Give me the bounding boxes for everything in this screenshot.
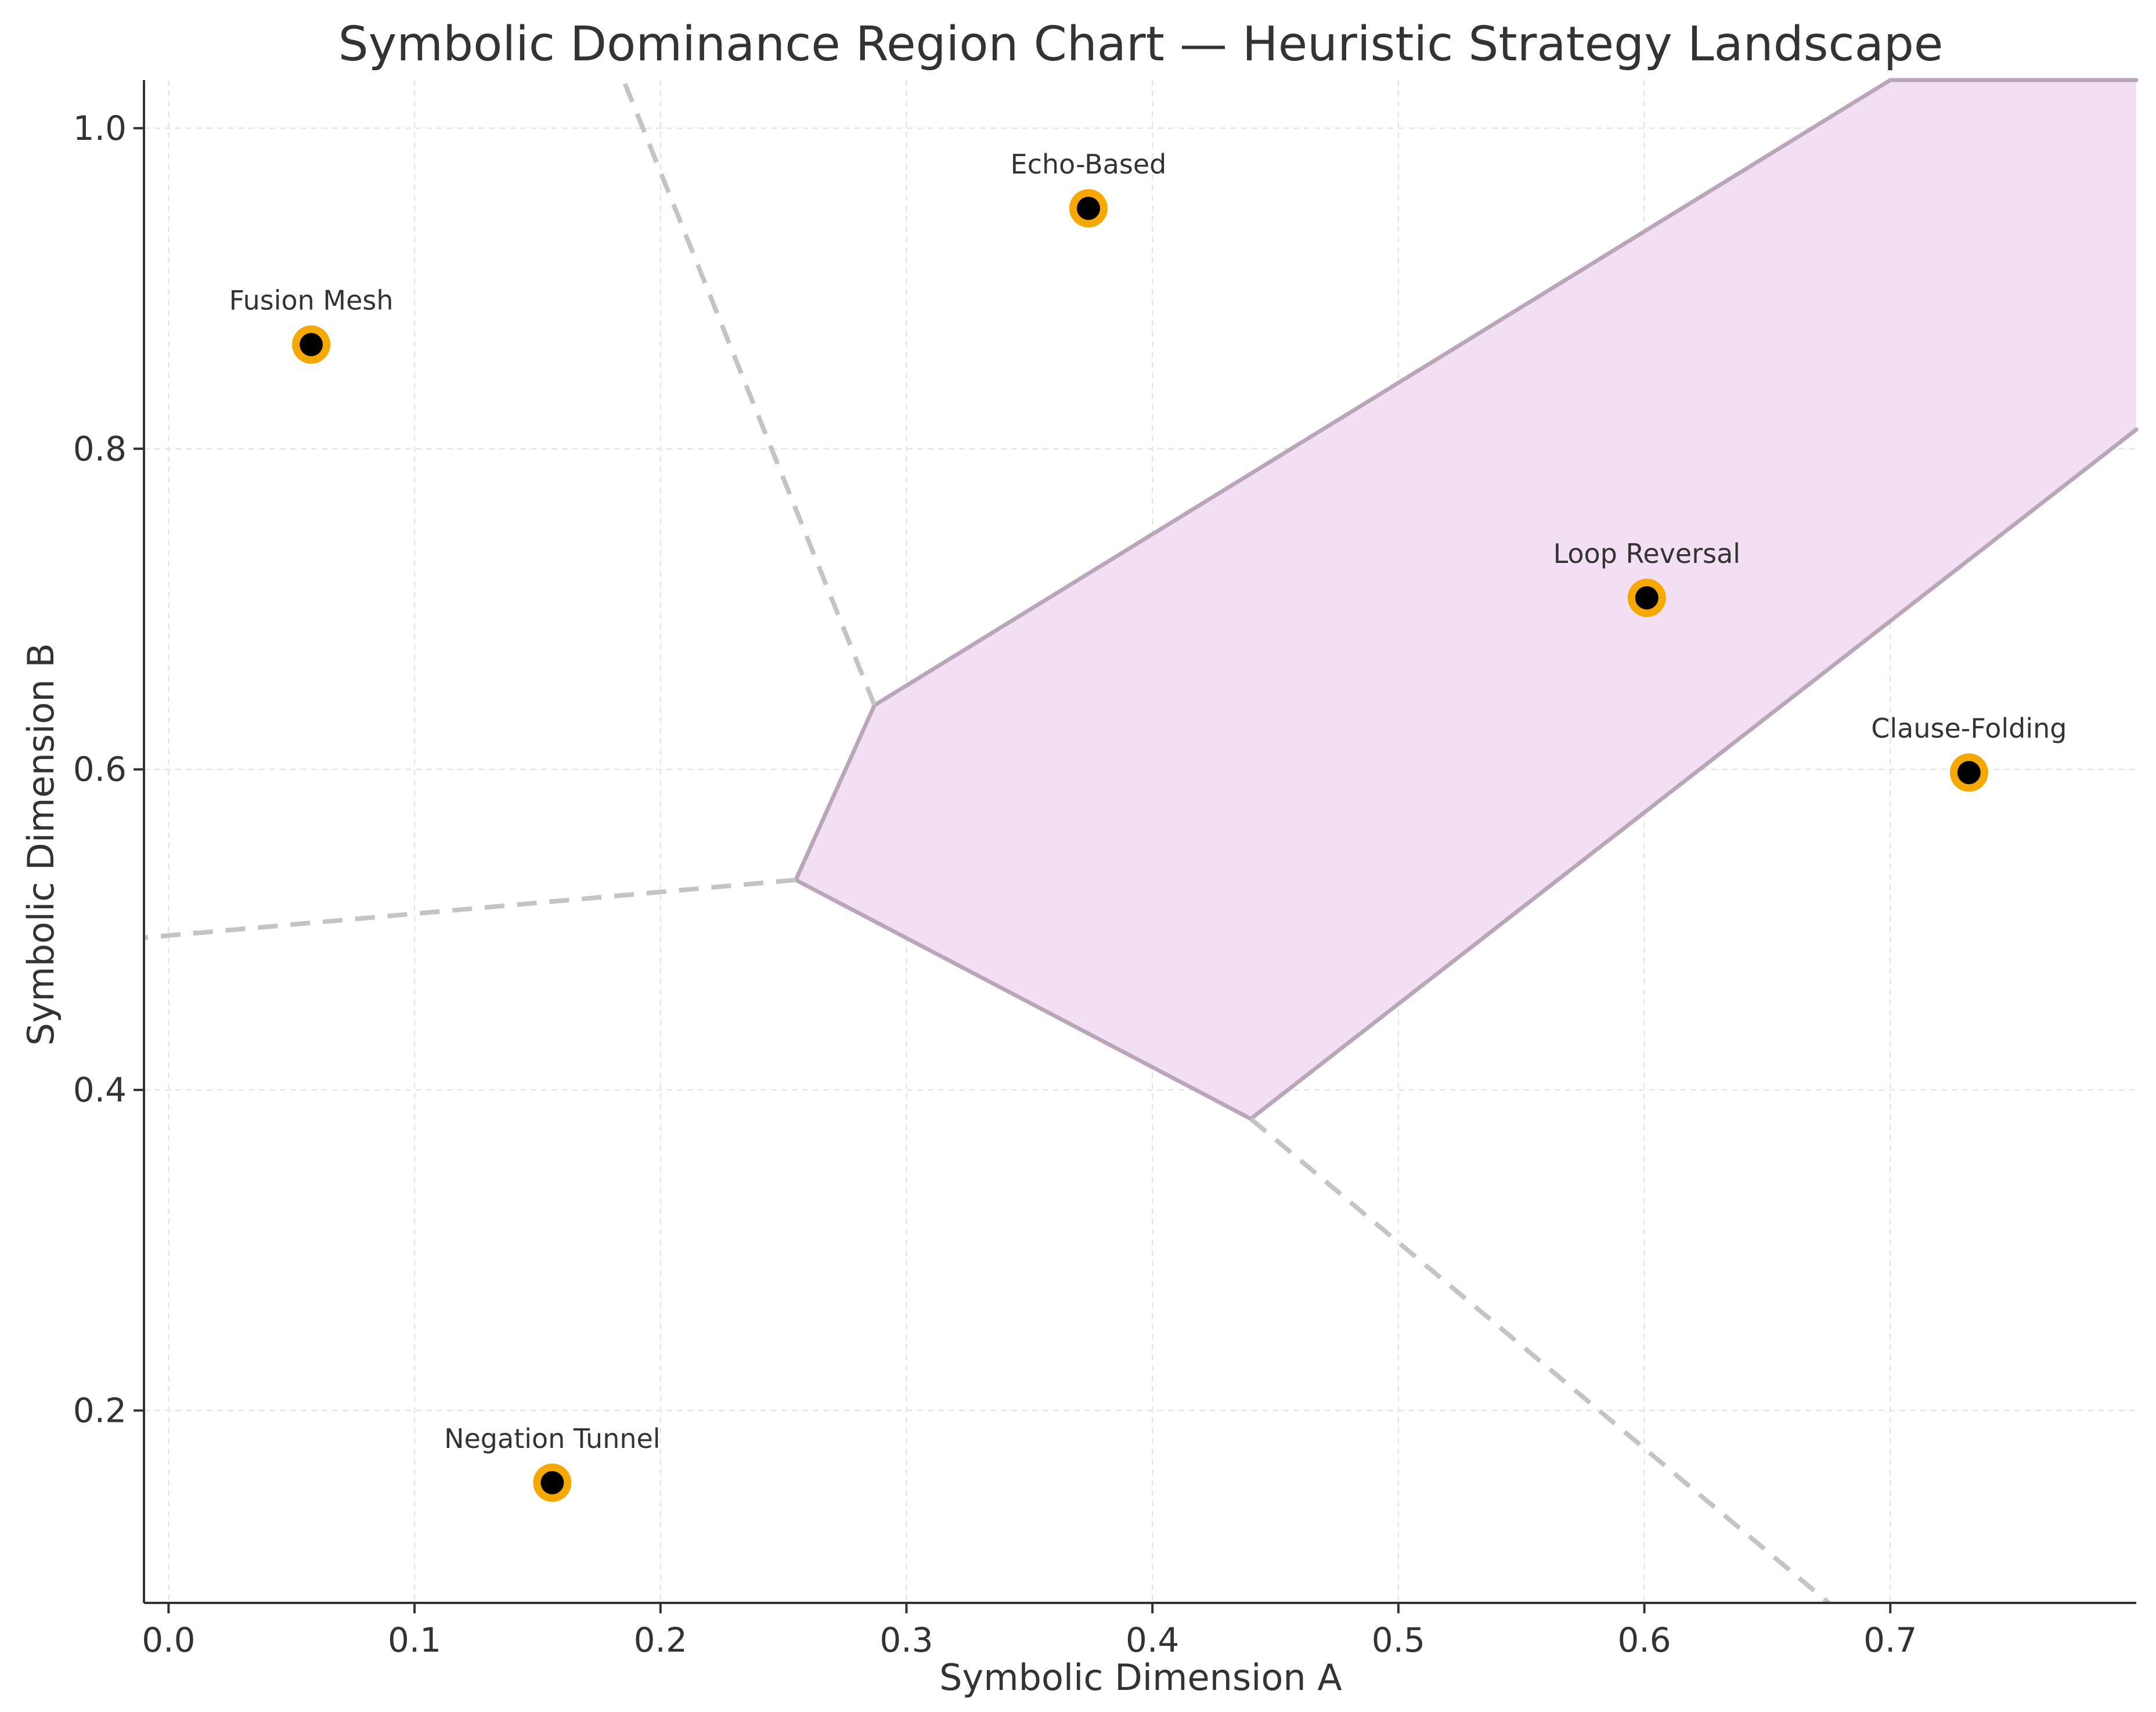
y-tick-label: 0.4 — [73, 1070, 127, 1110]
ticks: 0.0 0.1 0.2 0.3 0.4 0.5 0.6 0.7 0.2 0.4 0.6 0.8 1.0 — [73, 109, 1917, 1660]
strategy-point: Fusion Mesh — [229, 285, 394, 364]
point-label: Echo-Based — [1011, 149, 1167, 180]
x-tick-label: 0.7 — [1863, 1620, 1917, 1660]
boundary-line — [1249, 1117, 1830, 1605]
region-layer — [794, 78, 2139, 1121]
chart-title: Symbolic Dominance Region Chart — Heuris… — [338, 17, 1944, 72]
point-marker — [540, 1471, 564, 1494]
axes — [143, 80, 2136, 1604]
point-marker — [1077, 196, 1101, 220]
point-label: Fusion Mesh — [229, 285, 394, 316]
strategy-point: Negation Tunnel — [444, 1423, 661, 1502]
x-tick-label: 0.5 — [1372, 1620, 1425, 1660]
point-label: Loop Reversal — [1553, 538, 1741, 569]
strategy-point: Echo-Based — [1011, 149, 1167, 227]
x-tick-label: 0.1 — [388, 1620, 441, 1660]
point-marker — [1957, 761, 1981, 785]
x-tick-label: 0.0 — [142, 1620, 195, 1660]
x-tick-label: 0.3 — [879, 1620, 933, 1660]
region-edge — [794, 877, 1253, 1121]
y-tick-label: 1.0 — [73, 109, 127, 148]
region-edge — [1249, 427, 2139, 1121]
x-tick-label: 0.6 — [1617, 1620, 1671, 1660]
strategy-point: Clause-Folding — [1871, 713, 2067, 792]
y-axis-title: Symbolic Dimension B — [20, 643, 62, 1046]
x-tick-label: 0.2 — [634, 1620, 687, 1660]
point-marker — [1635, 586, 1659, 610]
y-tick-label: 0.8 — [73, 429, 127, 468]
strategy-point: Loop Reversal — [1553, 538, 1741, 617]
dominance-region — [795, 80, 2136, 1119]
x-tick-label: 0.4 — [1126, 1620, 1179, 1660]
y-tick-label: 0.6 — [73, 750, 127, 789]
y-tick-label: 0.2 — [73, 1391, 127, 1431]
x-axis-title: Symbolic Dimension A — [939, 1656, 1342, 1699]
points-layer: Fusion Mesh Echo-Based Loop Reversal Clause… — [229, 149, 2067, 1502]
point-label: Negation Tunnel — [444, 1423, 661, 1454]
point-marker — [300, 333, 323, 356]
region-edge — [794, 703, 877, 882]
point-label: Clause-Folding — [1871, 713, 2067, 744]
boundary-layer — [143, 79, 1830, 1605]
boundary-line — [621, 79, 877, 706]
boundary-line — [143, 877, 796, 940]
region-edge — [872, 78, 1892, 707]
